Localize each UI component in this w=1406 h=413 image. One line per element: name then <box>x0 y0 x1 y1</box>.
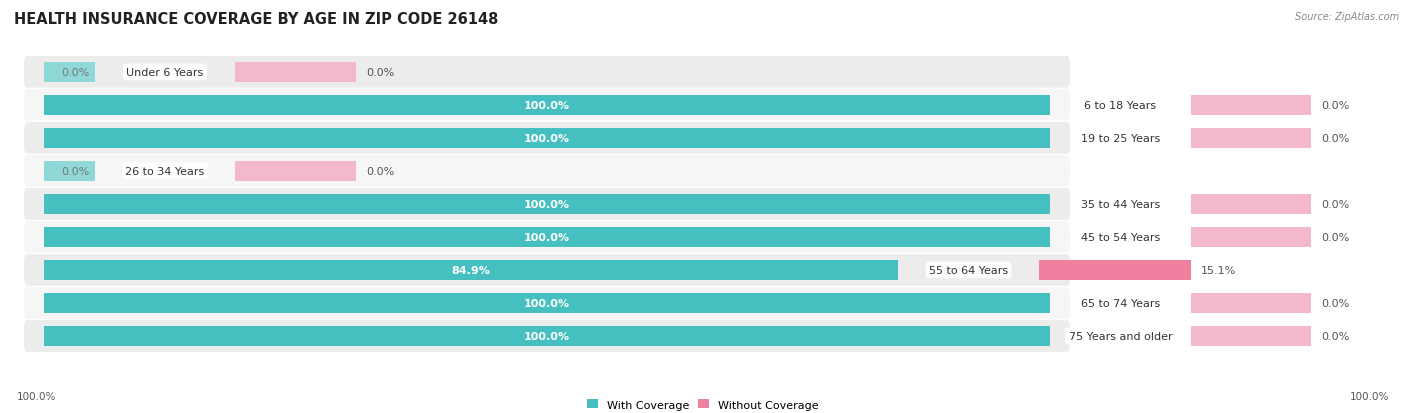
Bar <box>44 194 1050 215</box>
FancyBboxPatch shape <box>24 189 1070 220</box>
Text: 100.0%: 100.0% <box>524 331 569 341</box>
Text: 100.0%: 100.0% <box>524 101 569 111</box>
Text: 26 to 34 Years: 26 to 34 Years <box>125 166 204 176</box>
FancyBboxPatch shape <box>24 221 1070 253</box>
Bar <box>44 260 898 280</box>
Text: 84.9%: 84.9% <box>451 265 491 275</box>
Bar <box>1191 326 1312 347</box>
Text: 0.0%: 0.0% <box>1322 298 1350 308</box>
FancyBboxPatch shape <box>24 123 1070 154</box>
Text: 35 to 44 Years: 35 to 44 Years <box>1081 199 1160 209</box>
Text: HEALTH INSURANCE COVERAGE BY AGE IN ZIP CODE 26148: HEALTH INSURANCE COVERAGE BY AGE IN ZIP … <box>14 12 499 27</box>
Bar <box>44 62 94 83</box>
Text: 100.0%: 100.0% <box>524 199 569 209</box>
Bar <box>44 128 1050 149</box>
Text: 0.0%: 0.0% <box>1322 199 1350 209</box>
Bar <box>1039 260 1191 280</box>
Text: Under 6 Years: Under 6 Years <box>127 68 204 78</box>
Bar <box>1191 293 1312 313</box>
Bar <box>235 161 356 182</box>
FancyBboxPatch shape <box>24 320 1070 352</box>
FancyBboxPatch shape <box>24 254 1070 286</box>
Bar <box>44 326 1050 347</box>
Legend: With Coverage, Without Coverage: With Coverage, Without Coverage <box>588 399 818 410</box>
Text: 0.0%: 0.0% <box>1322 233 1350 242</box>
Text: 0.0%: 0.0% <box>1322 133 1350 144</box>
Text: 65 to 74 Years: 65 to 74 Years <box>1081 298 1160 308</box>
FancyBboxPatch shape <box>24 156 1070 188</box>
Text: 100.0%: 100.0% <box>524 298 569 308</box>
Text: 15.1%: 15.1% <box>1201 265 1236 275</box>
Text: 0.0%: 0.0% <box>366 68 394 78</box>
Text: 19 to 25 Years: 19 to 25 Years <box>1081 133 1160 144</box>
Bar <box>44 227 1050 248</box>
Text: 55 to 64 Years: 55 to 64 Years <box>929 265 1008 275</box>
Text: Source: ZipAtlas.com: Source: ZipAtlas.com <box>1295 12 1399 22</box>
Text: 0.0%: 0.0% <box>1322 331 1350 341</box>
Text: 100.0%: 100.0% <box>524 133 569 144</box>
FancyBboxPatch shape <box>24 57 1070 88</box>
Text: 100.0%: 100.0% <box>524 233 569 242</box>
Bar <box>1191 194 1312 215</box>
Bar <box>1191 95 1312 116</box>
FancyBboxPatch shape <box>24 90 1070 121</box>
Text: 45 to 54 Years: 45 to 54 Years <box>1081 233 1160 242</box>
Bar <box>44 161 94 182</box>
Text: 75 Years and older: 75 Years and older <box>1069 331 1173 341</box>
Bar <box>235 62 356 83</box>
Text: 100.0%: 100.0% <box>17 391 56 401</box>
Text: 6 to 18 Years: 6 to 18 Years <box>1084 101 1157 111</box>
Bar <box>1191 227 1312 248</box>
Text: 0.0%: 0.0% <box>62 166 90 176</box>
Bar <box>44 293 1050 313</box>
Text: 0.0%: 0.0% <box>62 68 90 78</box>
Bar <box>44 95 1050 116</box>
Bar <box>1191 128 1312 149</box>
Text: 100.0%: 100.0% <box>1350 391 1389 401</box>
Text: 0.0%: 0.0% <box>1322 101 1350 111</box>
FancyBboxPatch shape <box>24 287 1070 319</box>
Text: 0.0%: 0.0% <box>366 166 394 176</box>
